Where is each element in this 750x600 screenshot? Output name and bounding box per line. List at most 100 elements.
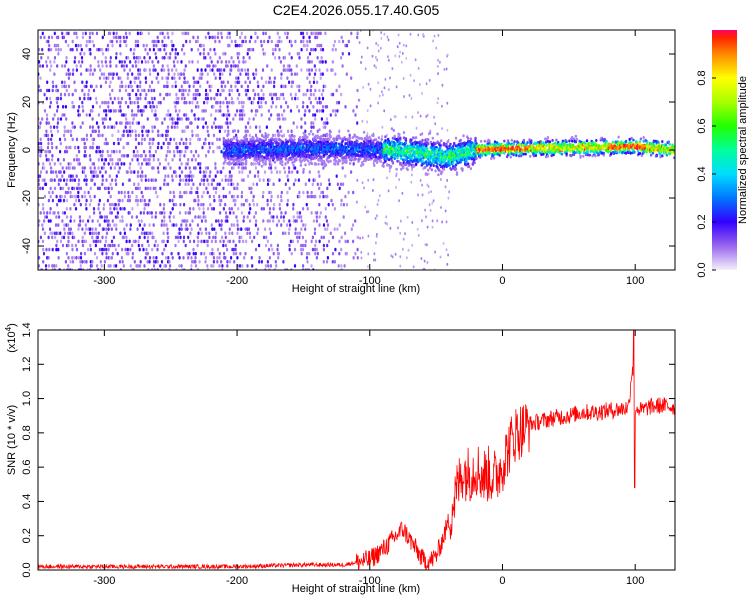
spectrogram-cell [206,64,209,68]
spectrogram-cell [214,239,217,244]
spectrogram-cell [172,149,176,154]
spectrogram-cell [230,96,233,101]
spectrogram-cell [101,154,104,158]
spectrogram-cell [360,250,363,254]
spectrogram-cell [322,243,325,248]
spectrogram-cell [77,60,81,64]
spectrogram-cell [306,207,309,211]
spectrogram-cell [253,96,256,101]
spectrogram-cell [237,129,240,134]
spectrogram-cell [146,186,149,191]
spectrogram-cell [167,72,170,76]
spectrogram-cell [375,42,378,45]
spectrogram-cell [226,125,230,129]
spectrogram-cell [109,264,112,268]
spectrogram-cell [188,166,191,170]
spectrogram-cell [338,39,341,44]
spectrogram-cell [131,64,134,68]
spectrogram-cell [126,247,129,252]
spectrogram-cell [184,211,187,215]
spectrogram-cell [334,247,337,252]
spectrogram-cell [182,256,185,260]
spectrogram-cell [194,166,197,170]
spectrogram-cell [249,47,253,52]
spectrogram-cell [71,231,74,236]
spectrogram-cell [134,137,138,142]
spectrogram-cell [227,109,230,113]
spectrogram-cell [105,227,108,231]
spectrogram-cell [316,35,319,40]
spectrogram-cell [278,47,281,52]
spectrogram-cell [253,76,256,80]
spectrogram-cell [91,178,94,182]
spectrogram-cell [296,72,299,76]
spectrogram-cell [310,264,313,268]
spectrogram-cell [64,105,67,109]
spectrogram-cell [338,129,341,134]
spectrogram-cell [50,178,54,182]
spectrogram-cell [216,256,219,260]
spectrogram-cell [230,88,233,93]
spectrogram-cell [65,145,68,150]
spectrogram-cell [164,166,167,170]
spectrogram-cell [71,194,74,199]
spectrogram-cell [233,260,236,264]
spectrogram-cell [169,166,172,170]
spectrogram-cell [304,153,307,157]
spectrogram-cell [155,256,158,260]
spectrogram-cell [143,264,146,268]
spectrogram-cell [183,52,186,56]
spectrogram-cell [444,185,447,189]
spectrogram-cell [53,72,56,76]
spectrogram-cell [246,68,250,72]
spectrogram-cell [445,220,448,224]
spectrogram-cell [228,113,231,117]
spectrogram-cell [441,104,443,108]
spectrogram-cell [194,149,198,154]
spectrogram-cell [211,35,214,40]
spectrogram-cell [309,92,312,97]
spectrogram-cell [152,154,155,158]
spectrogram-cell [55,88,58,93]
spectrogram-cell [277,131,280,134]
spectrogram-cell [195,80,198,85]
spectrogram-cell [283,170,287,174]
spectrogram-cell [398,55,401,58]
spectrogram-cell [230,174,233,178]
spectrogram-cell [216,170,219,174]
spectrogram-cell [288,80,291,85]
spectrogram-cell [377,136,381,140]
spectrogram-cell [439,255,442,259]
spectrogram-cell [310,194,313,199]
spectrogram-cell [101,35,104,40]
spectrogram-cell [73,194,76,199]
spectrogram-cell [115,264,118,268]
spectrogram-cell [294,92,297,97]
spectrogram-cell [204,166,207,170]
spectrogram-cell [45,64,49,68]
spectrogram-cell [79,260,82,264]
spectrogram-cell [101,251,104,256]
spectrogram-cell [51,80,54,85]
spectrogram-cell [59,239,63,244]
spectrogram-cell [324,125,327,129]
spectrogram-cell [38,219,41,223]
spectrogram-cell [275,223,279,227]
spectrogram-cell [253,215,256,219]
spectrogram-cell [190,47,193,52]
spectrogram-cell [212,256,215,260]
spectrogram-cell [197,202,200,207]
spectrogram-cell [400,167,403,171]
spectrogram-cell [119,100,122,105]
spectrogram-cell [242,219,245,223]
spectrogram-cell [229,72,232,76]
spectrogram-cell [278,178,281,182]
spectrogram-cell [102,207,105,211]
spectrogram-cell [192,174,195,178]
spectrogram-cell [234,39,237,44]
spectrogram-cell [219,100,222,105]
spectrogram-cell [318,194,321,199]
spectrogram-cell [271,96,274,101]
spectrogram-cell [298,88,301,93]
spectrogram-cell [224,52,227,56]
